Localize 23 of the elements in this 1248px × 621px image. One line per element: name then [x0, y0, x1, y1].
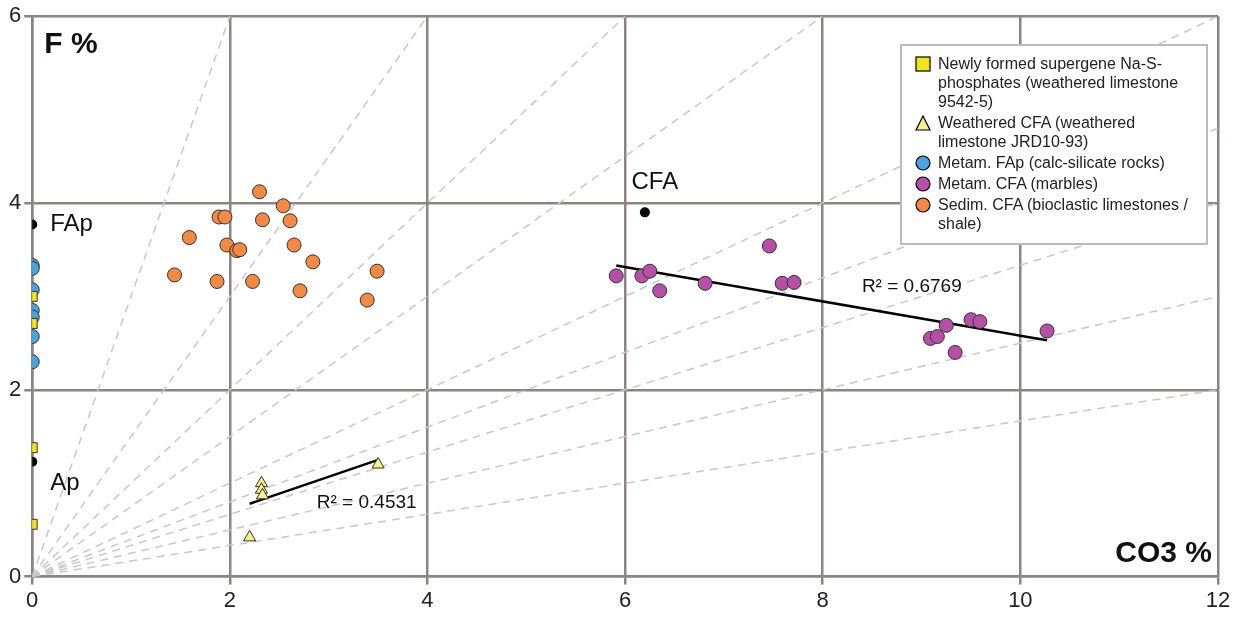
x-tick-label: 2	[223, 586, 236, 612]
y-tick-label: 0	[8, 562, 22, 588]
y-axis-title: F %	[44, 26, 98, 60]
legend-label: Metam. FAp (calc-silicate rocks)	[938, 153, 1165, 172]
x-tick-label: 10	[1008, 586, 1033, 612]
x-tick-label: 0	[26, 586, 39, 612]
annotation: CFA	[631, 166, 679, 194]
legend-label: Weathered CFA (weathered limestone JRD10-93)	[938, 113, 1137, 151]
y-tick-label: 6	[8, 2, 22, 28]
x-tick-label: 4	[421, 586, 434, 612]
x-tick-label: 6	[618, 586, 632, 612]
y-tick-label: 2	[8, 375, 22, 401]
x-tick-label: 12	[1205, 586, 1231, 612]
y-tick-label: 4	[8, 189, 22, 215]
annotation: R² = 0.6769	[861, 275, 962, 297]
x-axis-title: CO3 %	[1115, 534, 1212, 568]
legend-label: Sedim. CFA (bioclastic limestones / shale)	[938, 195, 1189, 233]
x-tick-label: 8	[816, 586, 829, 612]
annotation: FAp	[50, 209, 93, 237]
legend-label: Metam. CFA (marbles)	[938, 174, 1099, 193]
legend-label: Newly formed supergene Na-S- phosphates (weathered limestone 9542-5)	[938, 54, 1180, 111]
annotation: Ap	[50, 468, 80, 496]
annotation: R² = 0.4531	[316, 490, 417, 512]
